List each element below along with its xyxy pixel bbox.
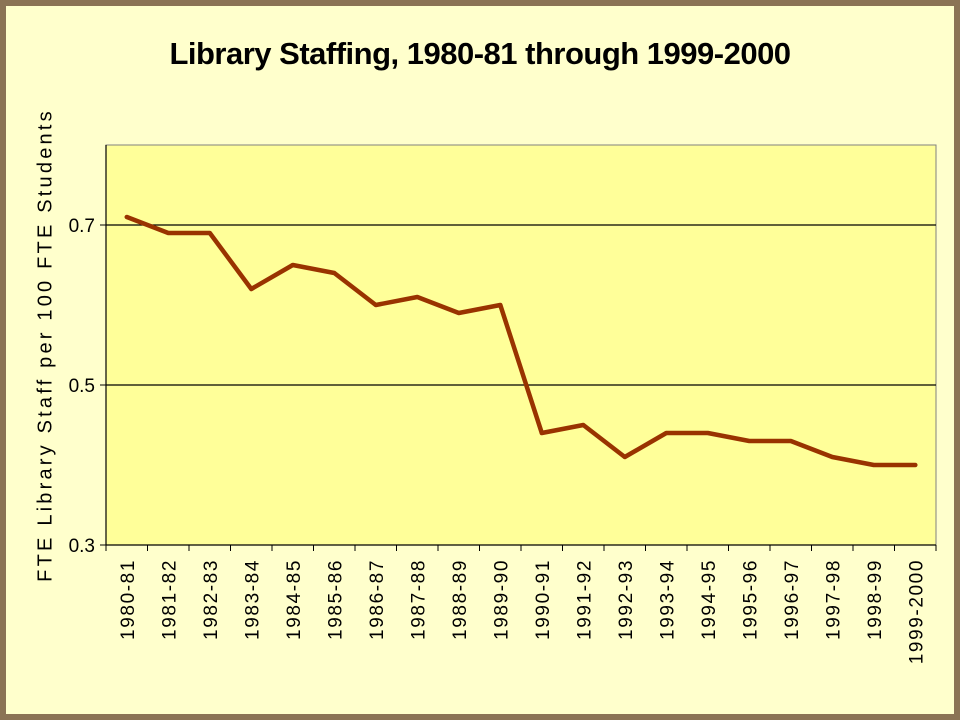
x-tick-label: 1989-90 — [491, 559, 512, 640]
y-tick-label: 0.3 — [69, 536, 95, 557]
x-tick-label: 1984-85 — [284, 559, 305, 640]
x-tick-label: 1988-89 — [450, 559, 471, 640]
data-point — [705, 431, 710, 435]
data-point — [830, 455, 835, 459]
x-tick-label: 1983-84 — [242, 559, 263, 640]
data-point — [166, 231, 171, 235]
data-point — [622, 455, 627, 459]
y-tick-label: 0.5 — [69, 376, 95, 397]
x-tick-label: 1996-97 — [782, 559, 803, 640]
x-tick-label: 1993-94 — [657, 559, 678, 640]
x-tick-label: 1992-93 — [616, 559, 637, 640]
x-tick-label: 1997-98 — [823, 559, 844, 640]
data-point — [249, 287, 254, 291]
data-point — [456, 311, 461, 315]
data-point — [373, 303, 378, 307]
data-point — [664, 431, 669, 435]
x-tick-label: 1986-87 — [367, 559, 388, 640]
plot-area — [105, 144, 937, 546]
data-point — [415, 295, 420, 299]
data-point — [290, 263, 295, 267]
y-tick-label: 0.7 — [69, 216, 95, 237]
x-tick-label: 1990-91 — [533, 559, 554, 640]
data-point — [207, 231, 212, 235]
data-point — [581, 423, 586, 427]
data-point — [332, 271, 337, 275]
data-point — [913, 463, 918, 467]
data-point — [788, 439, 793, 443]
data-point — [124, 215, 129, 219]
x-tick-label: 1998-99 — [865, 559, 886, 640]
series-line — [124, 214, 918, 468]
data-point — [498, 303, 503, 307]
x-tick-label: 1985-86 — [325, 559, 346, 640]
x-tick-label: 1982-83 — [201, 559, 222, 640]
x-tick-label: 1981-82 — [159, 559, 180, 640]
x-tick-label: 1995-96 — [740, 559, 761, 640]
x-tick-label: 1980-81 — [118, 559, 139, 640]
x-tick-label: 1987-88 — [408, 559, 429, 640]
data-point — [539, 431, 544, 435]
data-point — [871, 463, 876, 467]
data-point — [747, 439, 752, 443]
x-tick-label: 1999-2000 — [906, 559, 927, 664]
x-tick-label: 1994-95 — [699, 559, 720, 640]
chart-title: Library Staffing, 1980-81 through 1999-2… — [169, 36, 791, 71]
x-tick-label: 1991-92 — [574, 559, 595, 640]
